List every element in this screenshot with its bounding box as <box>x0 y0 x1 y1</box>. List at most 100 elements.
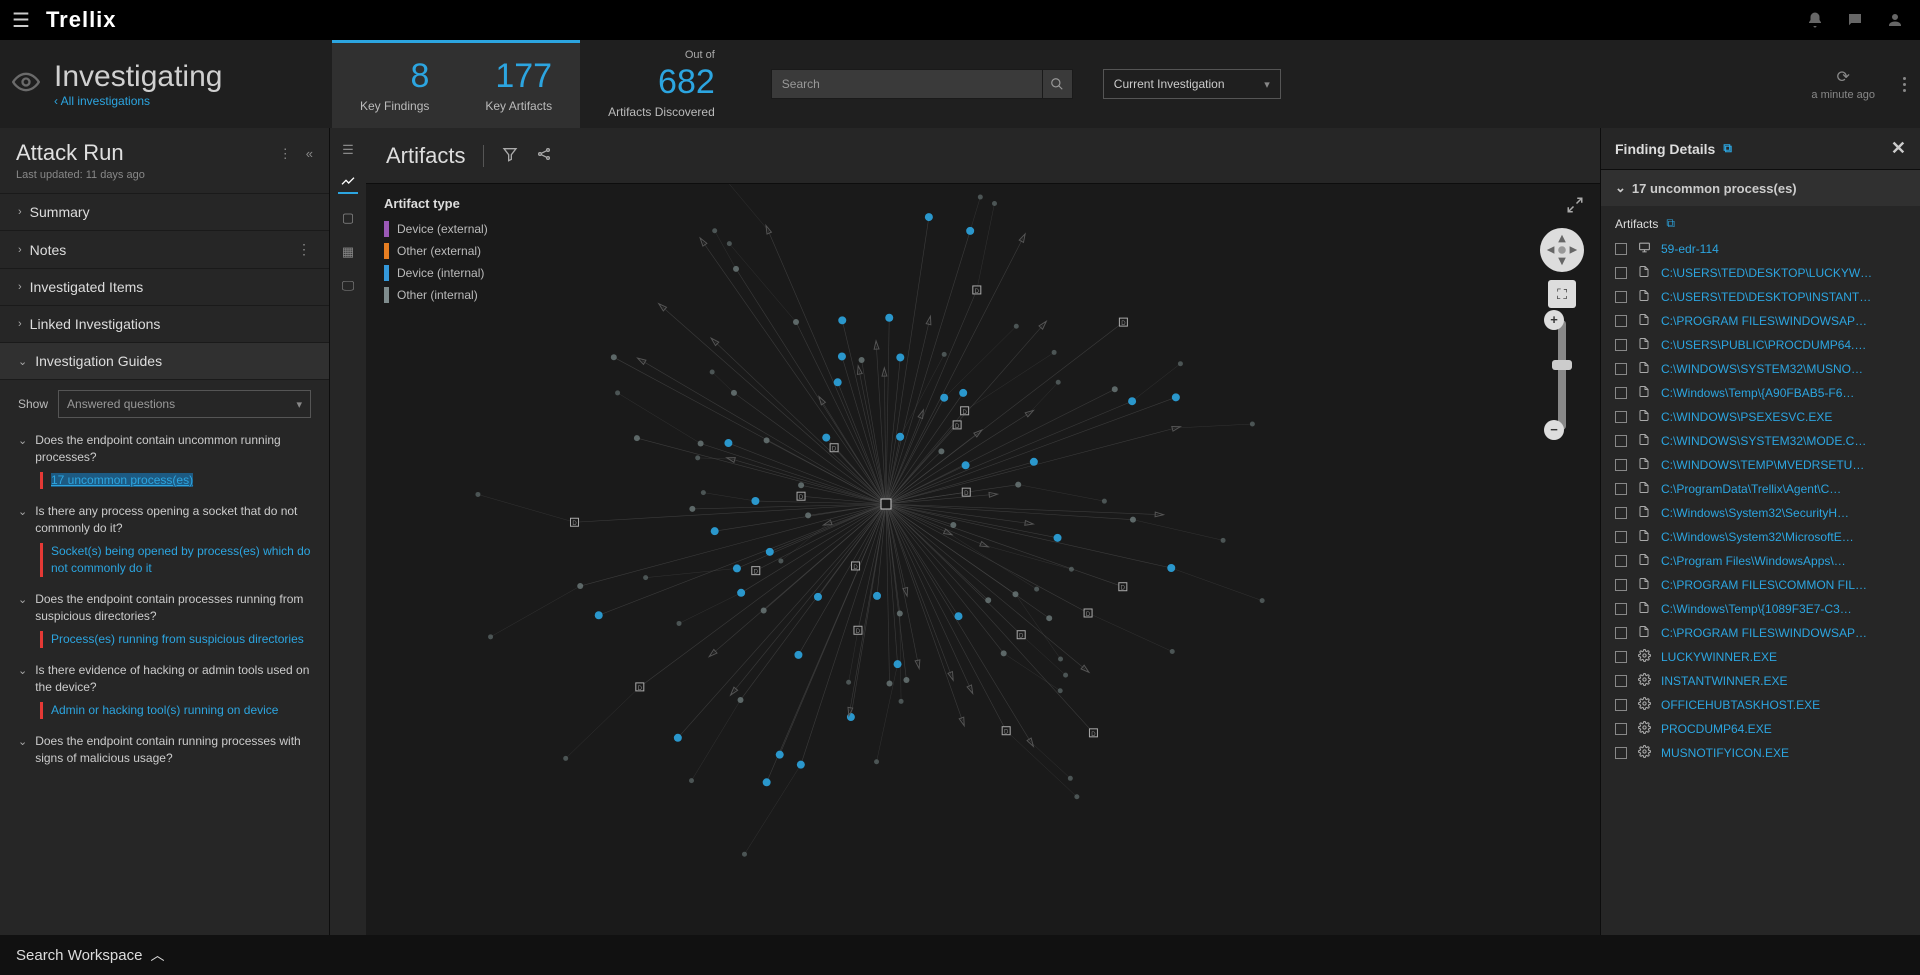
artifact-row[interactable]: C:\PROGRAM FILES\WINDOWSAP… <box>1615 621 1912 645</box>
artifact-link[interactable]: LUCKYWINNER.EXE <box>1661 650 1912 664</box>
artifact-row[interactable]: C:\USERS\PUBLIC\PROCDUMP64.… <box>1615 333 1912 357</box>
sidebar-kebab[interactable]: ⋮ <box>279 146 292 162</box>
artifact-checkbox[interactable] <box>1615 555 1627 567</box>
artifact-row[interactable]: C:\Windows\Temp\{A90FBAB5-F6… <box>1615 381 1912 405</box>
artifact-row[interactable]: C:\PROGRAM FILES\COMMON FIL… <box>1615 573 1912 597</box>
artifact-row[interactable]: MUSNOTIFYICON.EXE <box>1615 741 1912 765</box>
investigation-dropdown[interactable]: Current Investigation <box>1103 69 1281 99</box>
show-select[interactable]: Answered questions <box>58 390 311 418</box>
artifact-link[interactable]: C:\PROGRAM FILES\COMMON FIL… <box>1661 578 1912 592</box>
artifact-link[interactable]: OFFICEHUBTASKHOST.EXE <box>1661 698 1912 712</box>
question-answer[interactable]: Admin or hacking tool(s) running on devi… <box>40 702 311 719</box>
artifact-row[interactable]: C:\Windows\Temp\{1089F3E7-C3… <box>1615 597 1912 621</box>
question-head[interactable]: ⌄Does the endpoint contain uncommon runn… <box>18 432 311 466</box>
artifact-link[interactable]: C:\Windows\Temp\{1089F3E7-C3… <box>1661 602 1912 616</box>
artifact-checkbox[interactable] <box>1615 363 1627 375</box>
view-grid-icon[interactable]: ▦ <box>338 242 358 262</box>
artifact-link[interactable]: C:\WINDOWS\PSEXESVC.EXE <box>1661 410 1912 424</box>
metric-artifacts-discovered[interactable]: Out of 682 Artifacts Discovered <box>580 40 743 128</box>
artifact-link[interactable]: C:\Windows\Temp\{A90FBAB5-F6… <box>1661 386 1912 400</box>
artifact-link[interactable]: C:\ProgramData\Trellix\Agent\C… <box>1661 482 1912 496</box>
artifact-link[interactable]: C:\USERS\TED\DESKTOP\LUCKYW… <box>1661 266 1912 280</box>
section-guides[interactable]: ⌄Investigation Guides <box>0 342 329 379</box>
artifact-link[interactable]: C:\Windows\System32\SecurityH… <box>1661 506 1912 520</box>
artifact-checkbox[interactable] <box>1615 627 1627 639</box>
artifact-row[interactable]: C:\Windows\System32\SecurityH… <box>1615 501 1912 525</box>
artifact-row[interactable]: LUCKYWINNER.EXE <box>1615 645 1912 669</box>
artifact-checkbox[interactable] <box>1615 747 1627 759</box>
share-icon[interactable] <box>536 146 552 165</box>
close-details-icon[interactable]: ✕ <box>1891 138 1906 159</box>
section-notes[interactable]: ›Notes⋮ <box>0 230 329 268</box>
artifact-checkbox[interactable] <box>1615 603 1627 615</box>
copy-details-icon[interactable]: ⧉ <box>1723 141 1732 156</box>
hamburger-icon[interactable]: ☰ <box>12 8 30 33</box>
artifact-link[interactable]: C:\USERS\PUBLIC\PROCDUMP64.… <box>1661 338 1912 352</box>
artifact-row[interactable]: INSTANTWINNER.EXE <box>1615 669 1912 693</box>
artifact-checkbox[interactable] <box>1615 435 1627 447</box>
artifact-row[interactable]: C:\USERS\TED\DESKTOP\INSTANT… <box>1615 285 1912 309</box>
user-icon[interactable] <box>1882 7 1908 33</box>
view-monitor-icon[interactable]: 🖵 <box>338 276 358 296</box>
artifact-checkbox[interactable] <box>1615 699 1627 711</box>
artifact-checkbox[interactable] <box>1615 483 1627 495</box>
artifact-link[interactable]: C:\USERS\TED\DESKTOP\INSTANT… <box>1661 290 1912 304</box>
search-input[interactable] <box>771 69 1043 99</box>
artifact-link[interactable]: C:\PROGRAM FILES\WINDOWSAP… <box>1661 626 1912 640</box>
artifact-checkbox[interactable] <box>1615 411 1627 423</box>
artifact-row[interactable]: C:\USERS\TED\DESKTOP\LUCKYW… <box>1615 261 1912 285</box>
question-head[interactable]: ⌄Does the endpoint contain running proce… <box>18 733 311 767</box>
artifact-link[interactable]: C:\WINDOWS\SYSTEM32\MODE.C… <box>1661 434 1912 448</box>
artifact-checkbox[interactable] <box>1615 723 1627 735</box>
search-button[interactable] <box>1043 69 1073 99</box>
artifact-link[interactable]: C:\Program Files\WindowsApps\… <box>1661 554 1912 568</box>
zoom-slider[interactable] <box>1558 320 1566 430</box>
artifact-row[interactable]: C:\Windows\System32\MicrosoftE… <box>1615 525 1912 549</box>
artifact-link[interactable]: C:\WINDOWS\TEMP\MVEDRSETU… <box>1661 458 1912 472</box>
question-answer[interactable]: Process(es) running from suspicious dire… <box>40 631 311 648</box>
artifact-checkbox[interactable] <box>1615 315 1627 327</box>
artifact-checkbox[interactable] <box>1615 459 1627 471</box>
question-answer[interactable]: Socket(s) being opened by process(es) wh… <box>40 543 311 578</box>
network-graph[interactable]: DDDDDDDDDDDDDDDDD <box>366 184 1600 935</box>
artifact-checkbox[interactable] <box>1615 291 1627 303</box>
refresh-status[interactable]: ⟳ a minute ago <box>1811 67 1875 101</box>
artifact-row[interactable]: C:\Program Files\WindowsApps\… <box>1615 549 1912 573</box>
metric-key-findings[interactable]: 8 Key Findings <box>332 40 457 128</box>
artifact-checkbox[interactable] <box>1615 531 1627 543</box>
question-head[interactable]: ⌄Is there any process opening a socket t… <box>18 503 311 537</box>
artifact-row[interactable]: C:\WINDOWS\SYSTEM32\MUSNO… <box>1615 357 1912 381</box>
details-section-header[interactable]: ⌄17 uncommon process(es) <box>1601 170 1920 206</box>
view-graph-icon[interactable] <box>338 174 358 194</box>
bottom-bar[interactable]: Search Workspace︿ <box>0 935 1920 975</box>
back-link[interactable]: All investigations <box>54 94 222 108</box>
artifact-checkbox[interactable] <box>1615 651 1627 663</box>
expand-icon[interactable] <box>1566 196 1584 217</box>
chat-icon[interactable] <box>1842 7 1868 33</box>
metrics-kebab[interactable] <box>1903 77 1906 92</box>
artifact-checkbox[interactable] <box>1615 507 1627 519</box>
copy-artifacts-icon[interactable]: ⧉ <box>1666 216 1675 231</box>
artifact-row[interactable]: 59-edr-114 <box>1615 237 1912 261</box>
question-head[interactable]: ⌄Is there evidence of hacking or admin t… <box>18 662 311 696</box>
metric-key-artifacts[interactable]: 177 Key Artifacts <box>457 40 580 128</box>
artifact-link[interactable]: MUSNOTIFYICON.EXE <box>1661 746 1912 760</box>
bell-icon[interactable] <box>1802 7 1828 33</box>
view-list-icon[interactable]: ☰ <box>338 140 358 160</box>
artifact-row[interactable]: OFFICEHUBTASKHOST.EXE <box>1615 693 1912 717</box>
artifact-link[interactable]: C:\WINDOWS\SYSTEM32\MUSNO… <box>1661 362 1912 376</box>
artifact-checkbox[interactable] <box>1615 579 1627 591</box>
view-card-icon[interactable]: ▢ <box>338 208 358 228</box>
section-linked[interactable]: ›Linked Investigations <box>0 305 329 342</box>
pan-wheel[interactable] <box>1540 228 1584 272</box>
artifact-row[interactable]: C:\ProgramData\Trellix\Agent\C… <box>1615 477 1912 501</box>
collapse-sidebar-icon[interactable]: « <box>306 146 313 162</box>
artifact-link[interactable]: PROCDUMP64.EXE <box>1661 722 1912 736</box>
artifact-link[interactable]: 59-edr-114 <box>1661 242 1912 256</box>
artifact-row[interactable]: C:\PROGRAM FILES\WINDOWSAP… <box>1615 309 1912 333</box>
artifact-checkbox[interactable] <box>1615 387 1627 399</box>
question-head[interactable]: ⌄Does the endpoint contain processes run… <box>18 591 311 625</box>
artifact-row[interactable]: C:\WINDOWS\TEMP\MVEDRSETU… <box>1615 453 1912 477</box>
artifact-checkbox[interactable] <box>1615 267 1627 279</box>
artifact-link[interactable]: C:\Windows\System32\MicrosoftE… <box>1661 530 1912 544</box>
